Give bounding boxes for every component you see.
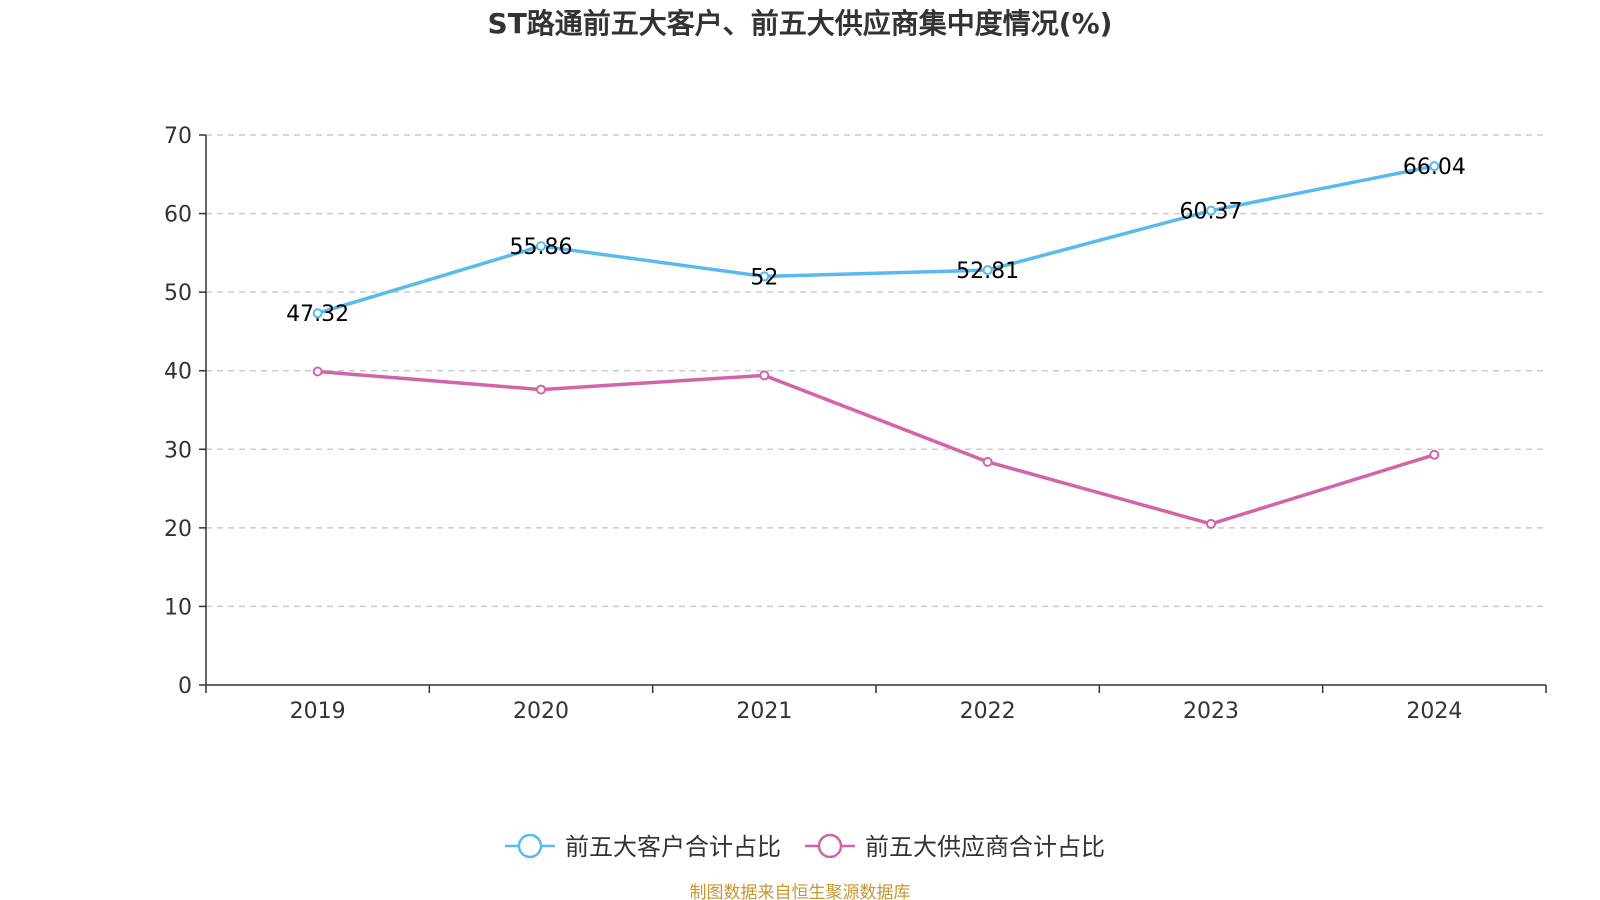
series-2 [312,366,1440,529]
data-label: 60.37 [1180,200,1243,225]
x-tick-label: 2023 [1183,699,1239,724]
y-tick-label: 20 [164,517,192,542]
data-label: 66.04 [1403,155,1466,180]
data-point[interactable] [982,456,993,467]
series-layer: 47.32 55.86 52 52.81 60.37 66.04 [286,155,1466,529]
series-line [317,369,1435,526]
data-point[interactable] [1429,161,1440,172]
x-tick-label: 2020 [513,699,569,724]
y-tick-label: 10 [164,595,192,620]
y-tick-label: 0 [178,674,192,699]
chart-title: ST路通前五大客户、前五大供应商集中度情况(%) [488,7,1113,40]
data-point[interactable] [1429,449,1440,460]
data-point[interactable] [759,271,770,282]
data-label: 52.81 [956,259,1019,284]
legend-label: 前五大供应商合计占比 [865,833,1105,861]
legend-item-1[interactable]: 前五大客户合计占比 [505,833,781,861]
y-tick-label: 30 [164,438,192,463]
grid-lines [206,134,1546,608]
data-point[interactable] [312,366,323,377]
series-line [317,164,1435,315]
data-point[interactable] [536,241,546,252]
source-note: 制图数据来自恒生聚源数据库 [690,883,911,900]
series-1: 47.32 55.86 52 52.81 60.37 66.04 [286,155,1466,327]
legend-label: 前五大客户合计占比 [565,833,781,861]
data-label: 52 [750,265,778,290]
x-tick-label: 2024 [1406,699,1462,724]
data-point[interactable] [1206,518,1216,529]
legend: 前五大客户合计占比 前五大供应商合计占比 [505,833,1105,861]
y-tick-label: 40 [164,360,192,385]
y-tick-label: 70 [164,124,192,149]
x-tick-label: 2021 [736,699,792,724]
y-tick-label: 60 [164,203,192,228]
data-point[interactable] [1206,205,1216,216]
axes: 0 10 20 30 40 50 60 70 2019 2020 2021 2022 2023 2024 [164,124,1547,724]
y-tick-label: 50 [164,281,192,306]
x-tick-label: 2019 [290,699,346,724]
legend-marker [817,833,843,859]
data-point[interactable] [312,308,323,319]
legend-marker [517,833,543,859]
data-point[interactable] [759,370,770,381]
x-tick-label: 2022 [960,699,1016,724]
data-label: 47.32 [286,302,349,327]
data-point[interactable] [536,384,546,395]
legend-item-2[interactable]: 前五大供应商合计占比 [805,833,1105,861]
data-label: 55.86 [510,235,573,260]
data-point[interactable] [982,265,993,276]
